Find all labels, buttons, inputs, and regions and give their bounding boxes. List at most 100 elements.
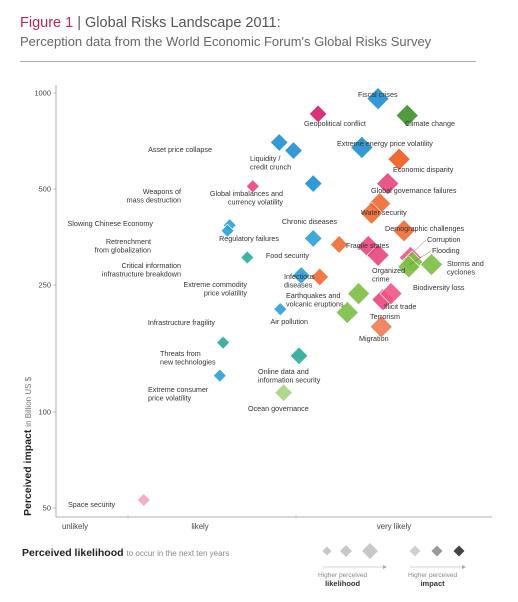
data-label: Space security	[68, 500, 116, 509]
data-label: Online data and	[258, 367, 309, 376]
legend-likelihood-diamond-small	[322, 546, 332, 556]
data-label: currency volatility	[228, 198, 284, 207]
x-axis-label: Perceived likelihood to occur in the nex…	[22, 547, 229, 559]
data-point	[220, 223, 235, 238]
data-point	[347, 282, 371, 306]
data-point	[284, 141, 303, 160]
legend-likelihood-arrow-head	[383, 565, 387, 569]
data-label: Water security	[361, 208, 407, 217]
data-label: Extreme energy price volatility	[337, 139, 433, 148]
data-label: Fiscal crises	[358, 90, 398, 99]
x-tick-label: likely	[191, 522, 208, 531]
data-label: diseases	[284, 281, 313, 290]
data-point	[376, 172, 400, 196]
data-point	[269, 133, 289, 152]
data-point	[216, 335, 231, 350]
data-point	[136, 493, 151, 507]
data-point	[245, 179, 260, 194]
data-point	[289, 346, 309, 366]
data-point	[419, 252, 444, 277]
data-label: Storms and	[447, 259, 484, 268]
data-point	[291, 266, 311, 285]
data-label: Threats from	[160, 349, 201, 358]
data-label: infrastructure breakdown	[102, 270, 181, 279]
data-label: credit crunch	[250, 163, 291, 172]
data-point	[395, 103, 419, 128]
data-point	[310, 267, 329, 287]
data-label: Biodiversity loss	[413, 283, 465, 292]
data-label: Organized	[372, 266, 405, 275]
data-point	[366, 243, 390, 267]
data-point	[379, 282, 403, 306]
data-point	[304, 174, 323, 193]
data-point	[360, 201, 384, 225]
legend-likelihood-caption: Higher perceived likelihood	[318, 572, 367, 589]
data-label: information security	[258, 376, 321, 385]
data-point	[387, 147, 411, 171]
data-label: price volatility	[148, 394, 192, 403]
data-label: Regulatory failures	[219, 234, 279, 243]
data-point	[212, 368, 227, 383]
data-label: Geopolitical conflict	[304, 119, 366, 128]
data-label: volcanic eruptions	[286, 300, 344, 309]
data-label: Chronic diseases	[282, 217, 338, 226]
legend-impact-diamond-dark	[453, 545, 465, 557]
data-point	[274, 383, 293, 402]
data-label: Global imbalances and	[210, 189, 283, 198]
data-label: Critical information	[121, 261, 181, 270]
data-label: Fragile states	[346, 241, 390, 250]
data-label: Terrorism	[370, 312, 400, 321]
figure-title: Figure 1 | Global Risks Landscape 2011:	[20, 14, 281, 32]
legend-impact-top: Higher perceived	[408, 572, 458, 579]
figure-number: Figure 1	[20, 15, 74, 31]
data-label: Liquidity /	[250, 154, 280, 163]
data-point	[335, 301, 359, 325]
legend-impact-diamond-light	[409, 545, 421, 557]
title-separator: |	[77, 15, 86, 31]
figure-title-text: Global Risks Landscape 2011:	[85, 15, 281, 31]
y-tick-label: 500	[38, 185, 51, 194]
data-label: Flooding	[432, 246, 460, 255]
x-tick-label: unlikely	[62, 522, 88, 531]
data-label: new technologies	[160, 358, 216, 367]
leader-line-flooding	[408, 250, 432, 266]
data-label: mass destruction	[127, 196, 181, 205]
data-point	[240, 250, 255, 265]
data-point	[308, 104, 328, 124]
data-label: Extreme consumer	[148, 385, 209, 394]
x-axis-label-bold: Perceived likelihood	[22, 547, 124, 559]
legend-likelihood-bottom: likelihood	[325, 579, 361, 588]
data-label: crime	[372, 275, 390, 284]
data-point	[366, 87, 390, 111]
data-label: Ocean governance	[248, 404, 309, 413]
legend-likelihood-diamond-medium	[340, 545, 352, 557]
figure-subtitle: Perception data from the World Economic …	[20, 34, 432, 49]
data-label: Demographic challenges	[385, 224, 465, 233]
legend-impact-arrow-head	[462, 565, 466, 569]
data-label: Infectious	[284, 272, 315, 281]
data-point	[350, 135, 374, 159]
y-tick-label: 250	[38, 281, 51, 290]
data-label: Weapons of	[143, 187, 181, 196]
legend-impact-bottom: impact	[420, 579, 445, 588]
data-label: cyclones	[447, 268, 475, 277]
data-label: Asset price collapse	[148, 145, 212, 154]
data-label: Climate change	[405, 119, 455, 128]
data-label: Infrastructure fragility	[148, 318, 216, 327]
leader-line-corruption	[404, 239, 427, 261]
data-label: Earthquakes and	[286, 291, 340, 300]
y-axis-label-bold: Perceived impact	[22, 429, 34, 516]
data-point	[304, 229, 323, 248]
data-label: Illicit trade	[384, 302, 416, 311]
data-label: Migration	[359, 334, 389, 343]
data-label: Global governance failures	[371, 186, 457, 195]
legend-impact-caption: Higher perceived impact	[408, 572, 457, 589]
data-point	[369, 315, 393, 339]
data-label: Slowing Chinese Economy	[68, 219, 154, 228]
header-rule	[20, 61, 476, 62]
legend-impact-diamond-mid	[431, 545, 443, 557]
data-label: Air pollution	[270, 317, 308, 326]
data-label: Retrenchment	[106, 237, 151, 246]
data-label: price volatility	[204, 289, 248, 298]
